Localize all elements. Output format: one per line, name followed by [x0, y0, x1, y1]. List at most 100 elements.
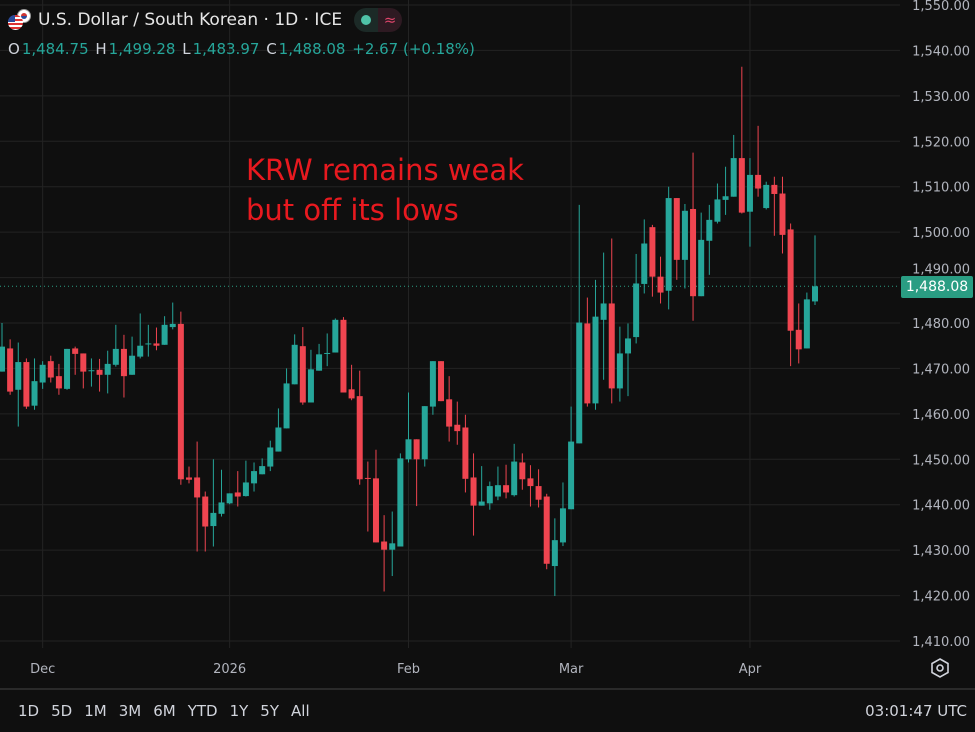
candle: [795, 303, 802, 364]
candle-body: [470, 477, 477, 506]
candle: [267, 440, 274, 472]
candle: [39, 361, 46, 389]
candle: [324, 333, 331, 367]
range-6m[interactable]: 6M: [153, 702, 176, 720]
candle-body: [381, 541, 388, 550]
settings-gear-icon[interactable]: [930, 658, 950, 678]
candle: [462, 414, 469, 493]
range-ytd[interactable]: YTD: [187, 702, 218, 720]
candle: [7, 339, 14, 395]
candle-body: [543, 496, 550, 564]
candle: [625, 323, 632, 397]
candle-body: [576, 322, 583, 444]
candle: [316, 343, 323, 371]
candle: [649, 224, 656, 297]
candle-body: [673, 198, 680, 260]
candle-body: [421, 406, 428, 460]
high-label: H: [95, 40, 107, 58]
annotation-line-2: but off its lows: [246, 193, 459, 227]
candle: [665, 186, 672, 310]
range-1d[interactable]: 1D: [18, 702, 40, 720]
candle-body: [129, 355, 136, 375]
candle: [698, 212, 705, 297]
candle: [738, 66, 745, 214]
price-axis[interactable]: 1,410.00 1,420.00 1,430.00 1,440.00 1,450.00…: [912, 0, 970, 650]
range-3m[interactable]: 3M: [118, 702, 142, 720]
range-all[interactable]: All: [291, 702, 310, 720]
candle-body: [494, 485, 501, 497]
candle-body: [210, 512, 217, 527]
candle-body: [462, 427, 469, 479]
change-value: +2.67 (+0.18%): [352, 40, 475, 58]
symbol-header[interactable]: U.S. Dollar / South Korean · 1D · ICE ≈: [8, 8, 403, 32]
range-5y[interactable]: 5Y: [260, 702, 280, 720]
candle: [413, 439, 420, 507]
time-axis[interactable]: Dec 2026 Feb Mar Apr: [30, 662, 762, 677]
candle: [194, 441, 201, 552]
candle-body: [803, 299, 810, 349]
divider: [0, 688, 975, 690]
candle: [763, 181, 770, 210]
candle-body: [486, 486, 493, 504]
candle: [120, 334, 127, 398]
candle-body: [31, 381, 38, 406]
candle-body: [291, 344, 298, 385]
range-1y[interactable]: 1Y: [229, 702, 249, 720]
candle: [527, 465, 534, 507]
candle: [722, 166, 729, 215]
symbol-title[interactable]: U.S. Dollar / South Korean · 1D · ICE: [38, 10, 343, 30]
candle: [185, 466, 192, 484]
candle: [397, 453, 404, 547]
range-1m[interactable]: 1M: [84, 702, 107, 720]
x-tick-label: Mar: [559, 662, 584, 677]
ohlc-readout: O 1,484.75 H 1,499.28 L 1,483.97 C 1,488.08 …: [8, 40, 477, 58]
status-pill[interactable]: ≈: [354, 8, 403, 32]
candle: [657, 256, 664, 304]
candle: [641, 219, 648, 294]
grid-lines: [0, 0, 900, 648]
candle: [234, 471, 241, 507]
candle: [730, 134, 737, 197]
candle-body: [698, 239, 705, 297]
candle-body: [226, 493, 233, 504]
candle: [706, 204, 713, 275]
candle: [64, 348, 71, 390]
candle-body: [275, 427, 282, 452]
candle-body: [568, 441, 575, 510]
candle-body: [413, 439, 420, 460]
last-price-tag: 1,488.08: [901, 276, 973, 299]
candle-body: [47, 361, 54, 378]
candle: [503, 464, 510, 499]
candle-body: [633, 283, 640, 338]
y-tick-label: 1,490.00: [912, 262, 970, 277]
candle-body: [242, 482, 249, 497]
candle-body: [324, 352, 331, 354]
annotation-text[interactable]: KRW remains weak but off its lows: [246, 150, 524, 230]
candle-body: [592, 316, 599, 404]
candle-body: [307, 369, 314, 403]
candle: [218, 469, 225, 517]
candle: [389, 511, 396, 577]
y-tick-label: 1,450.00: [912, 453, 970, 468]
candle: [746, 158, 753, 247]
candle-body: [755, 174, 762, 189]
y-tick-label: 1,510.00: [912, 181, 970, 196]
y-tick-label: 1,420.00: [912, 590, 970, 605]
candle-body: [812, 286, 818, 302]
candle-body: [600, 303, 607, 320]
candle-body: [779, 193, 786, 235]
candle-body: [608, 303, 615, 389]
range-5d[interactable]: 5D: [51, 702, 73, 720]
candle-body: [169, 323, 176, 328]
candlestick-chart[interactable]: 1,410.00 1,420.00 1,430.00 1,440.00 1,450.00…: [0, 0, 975, 690]
candle: [153, 327, 160, 351]
utc-clock[interactable]: 03:01:47 UTC: [865, 702, 967, 720]
candle: [251, 462, 258, 492]
candle-body: [795, 329, 802, 350]
candle-body: [738, 158, 745, 213]
candle-body: [340, 319, 347, 393]
candle-body: [527, 478, 534, 487]
us-kr-flag-icon: [8, 9, 32, 31]
candle: [226, 493, 233, 505]
candle: [88, 358, 95, 387]
